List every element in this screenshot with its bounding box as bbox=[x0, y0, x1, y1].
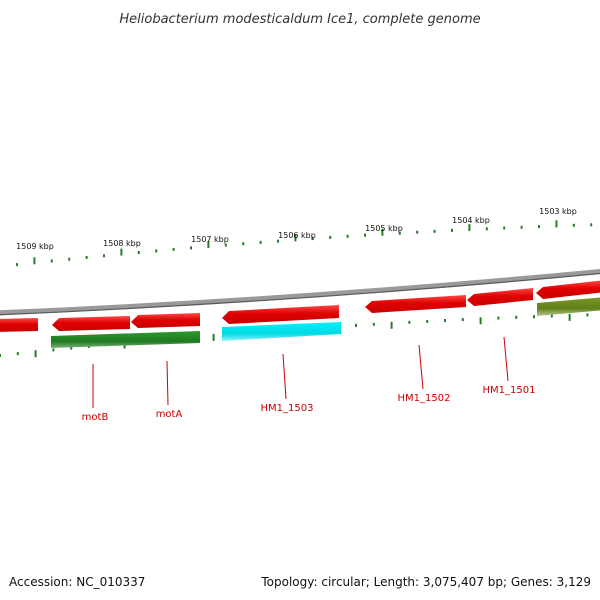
tick-label: 1505 kbp bbox=[365, 224, 403, 233]
gene-label: HM1_1501 bbox=[483, 385, 536, 396]
gene-leader-line bbox=[166, 360, 169, 406]
feature-bar-green bbox=[51, 331, 200, 348]
tick-label: 1509 kbp bbox=[16, 242, 54, 251]
tick-label: 1506 kbp bbox=[278, 231, 316, 240]
cds-arrow bbox=[365, 295, 466, 313]
accession-label: Accession: NC_010337 bbox=[9, 575, 145, 589]
upper-tick-ring bbox=[16, 220, 593, 267]
gene-label: HM1_1503 bbox=[261, 403, 314, 414]
genome-summary-label: Topology: circular; Length: 3,075,407 bp… bbox=[260, 575, 591, 589]
gene-leader-line bbox=[282, 353, 287, 400]
gene-leader-line bbox=[503, 336, 509, 382]
tick-label: 1508 kbp bbox=[103, 239, 141, 248]
cds-arrow bbox=[467, 288, 533, 306]
cds-arrow bbox=[536, 280, 600, 299]
gene-label: motB bbox=[82, 412, 109, 423]
gene-label: HM1_1502 bbox=[398, 393, 451, 404]
cds-arrow bbox=[0, 318, 38, 332]
gene-leader-line bbox=[418, 344, 424, 390]
gene-label: motA bbox=[156, 409, 183, 420]
cds-arrow bbox=[222, 305, 339, 324]
map-title: Heliobacterium modesticaldum Ice1, compl… bbox=[119, 12, 480, 27]
feature-bar-cyan bbox=[222, 322, 341, 341]
backbone-track bbox=[0, 268, 600, 316]
cds-arrow bbox=[131, 313, 200, 328]
tick-label: 1507 kbp bbox=[191, 235, 229, 244]
cds-arrow bbox=[52, 316, 130, 331]
tick-label: 1503 kbp bbox=[539, 207, 577, 216]
backbone-shadow bbox=[0, 272, 600, 316]
tick-label: 1504 kbp bbox=[452, 216, 490, 225]
feature-bar-olive bbox=[537, 297, 600, 316]
